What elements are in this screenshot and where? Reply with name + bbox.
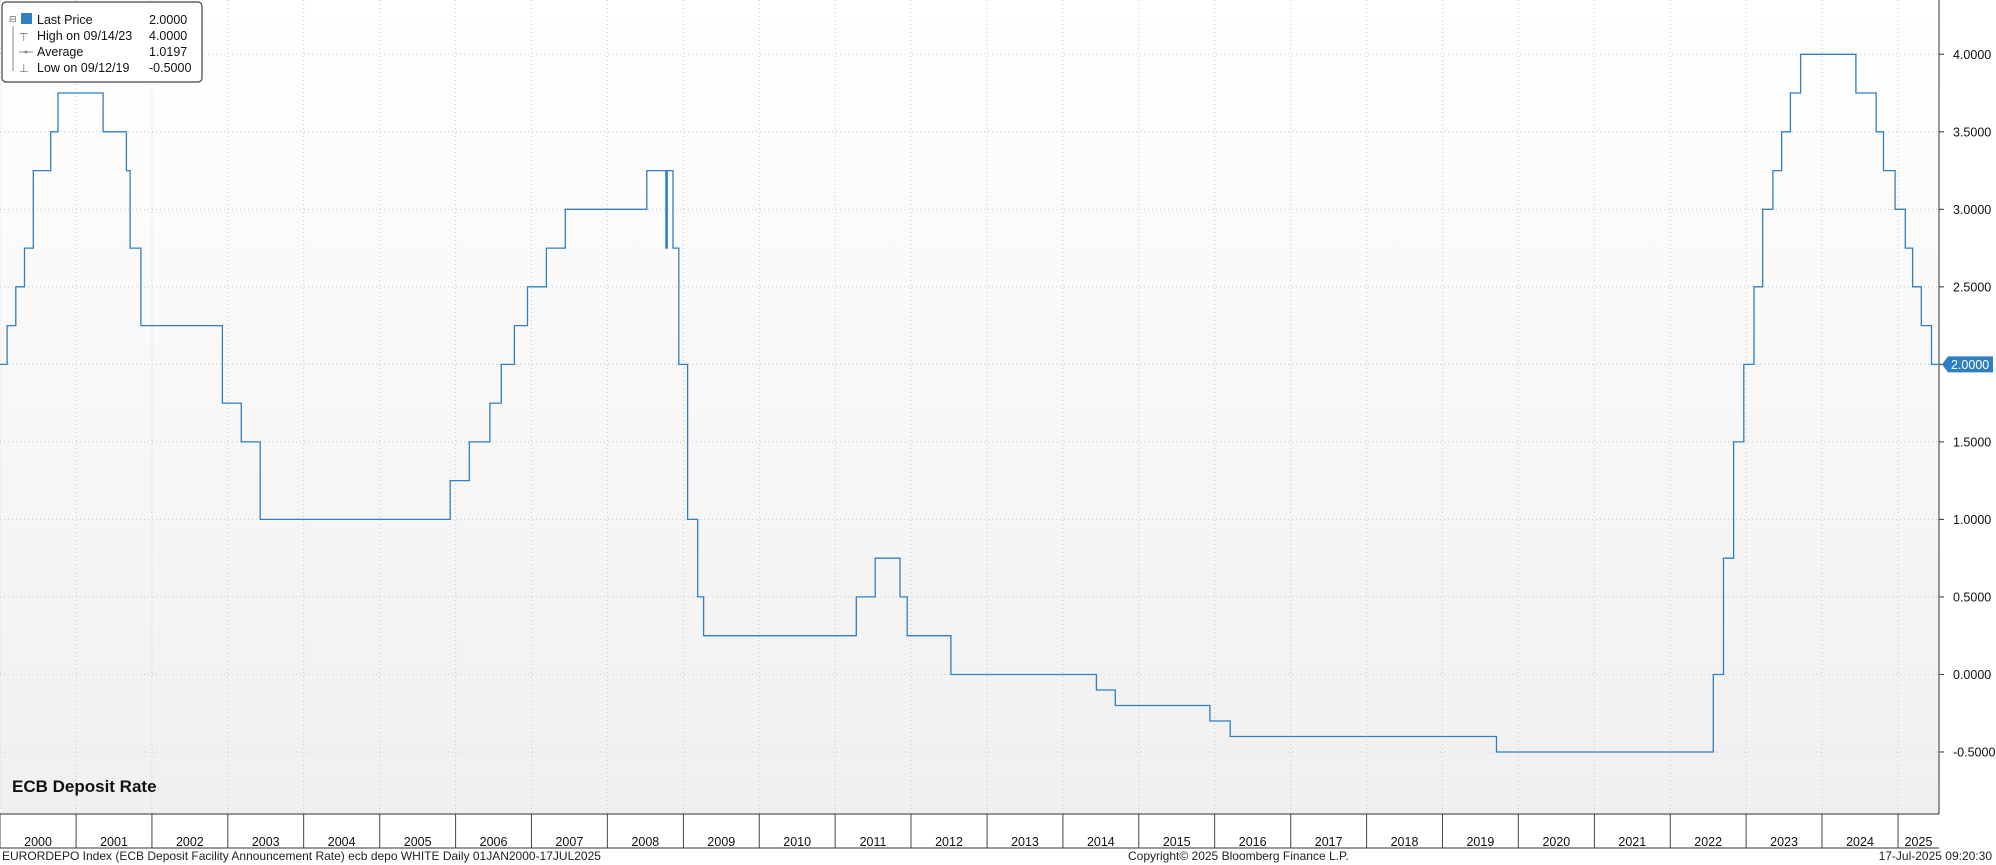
x-tick-label: 2013 <box>1011 835 1039 849</box>
plot-area <box>0 0 1939 814</box>
legend-label-low: Low on 09/12/19 <box>37 61 129 75</box>
x-tick-label: 2009 <box>707 835 735 849</box>
x-tick-label: 2012 <box>935 835 963 849</box>
x-tick-label: 2016 <box>1239 835 1267 849</box>
y-tick-label: 0.0000 <box>1953 668 1991 682</box>
legend-value-high: 4.0000 <box>149 29 187 43</box>
x-tick-label: 2017 <box>1315 835 1343 849</box>
x-tick-label: 2021 <box>1618 835 1646 849</box>
y-tick-label: 3.0000 <box>1953 203 1991 217</box>
legend-collapse-icon: ⊟ <box>9 15 17 25</box>
footer-source: EURORDEPO Index (ECB Deposit Facility An… <box>2 849 601 863</box>
x-tick-label: 2007 <box>555 835 583 849</box>
x-tick-label: 2006 <box>480 835 508 849</box>
legend-high-icon: ⊤ <box>19 31 29 44</box>
x-tick-label: 2014 <box>1087 835 1115 849</box>
y-tick-label: 1.5000 <box>1953 435 1991 449</box>
x-tick-label: 2002 <box>176 835 204 849</box>
legend-label-last-price: Last Price <box>37 13 93 27</box>
legend-label-high: High on 09/14/23 <box>37 29 132 43</box>
legend-value-average: 1.0197 <box>149 45 187 59</box>
series-line <box>0 53 1939 753</box>
y-tick-label: 2.5000 <box>1953 280 1991 294</box>
legend-low-icon: ⊥ <box>19 62 29 75</box>
y-tick-label: 1.0000 <box>1953 513 1991 527</box>
legend-box <box>1 1 203 83</box>
series-layer <box>0 53 1939 753</box>
x-tick-label: 2022 <box>1694 835 1722 849</box>
y-tick-label: 3.5000 <box>1953 125 1991 139</box>
x-tick-label: 2015 <box>1163 835 1191 849</box>
last-value-label: 2.0000 <box>1951 358 1989 372</box>
x-tick-label: 2018 <box>1391 835 1419 849</box>
last-value-tag <box>1942 356 1993 373</box>
x-tick-label: 2011 <box>860 835 887 849</box>
title-layer: ECB Deposit Rate <box>12 777 157 796</box>
legend-average-dot <box>24 50 28 54</box>
legend-value-last-price: 2.0000 <box>149 13 187 27</box>
x-tick-label: 2019 <box>1466 835 1494 849</box>
x-tick-label: 2005 <box>404 835 432 849</box>
chart-title: ECB Deposit Rate <box>12 777 157 796</box>
x-tick-label: 2024 <box>1846 835 1874 849</box>
x-tick-label: 2023 <box>1770 835 1798 849</box>
x-tick-label: 2000 <box>24 835 52 849</box>
footer-timestamp: 17-Jul-2025 09:20:30 <box>1878 849 1992 863</box>
y-tick-label: 0.5000 <box>1953 590 1991 604</box>
y-tick-label: -0.5000 <box>1953 745 1995 759</box>
legend-last-price-swatch <box>21 13 32 24</box>
x-tick-label: 2020 <box>1542 835 1570 849</box>
x-tick-label: 2025 <box>1905 835 1933 849</box>
footer-copyright: Copyright© 2025 Bloomberg Finance L.P. <box>1128 849 1349 863</box>
y-tick-label: 4.0000 <box>1953 48 1991 62</box>
x-tick-label: 2004 <box>328 835 356 849</box>
legend-value-low: -0.5000 <box>149 61 191 75</box>
x-tick-label: 2010 <box>783 835 811 849</box>
legend: ⊟ ⊤ ⊥ Last Price 2.0000 High on 09/14/23… <box>1 1 203 83</box>
x-tick-label: 2001 <box>100 835 128 849</box>
x-tick-label: 2008 <box>631 835 659 849</box>
x-tick-label: 2003 <box>252 835 280 849</box>
legend-label-average: Average <box>37 45 83 59</box>
